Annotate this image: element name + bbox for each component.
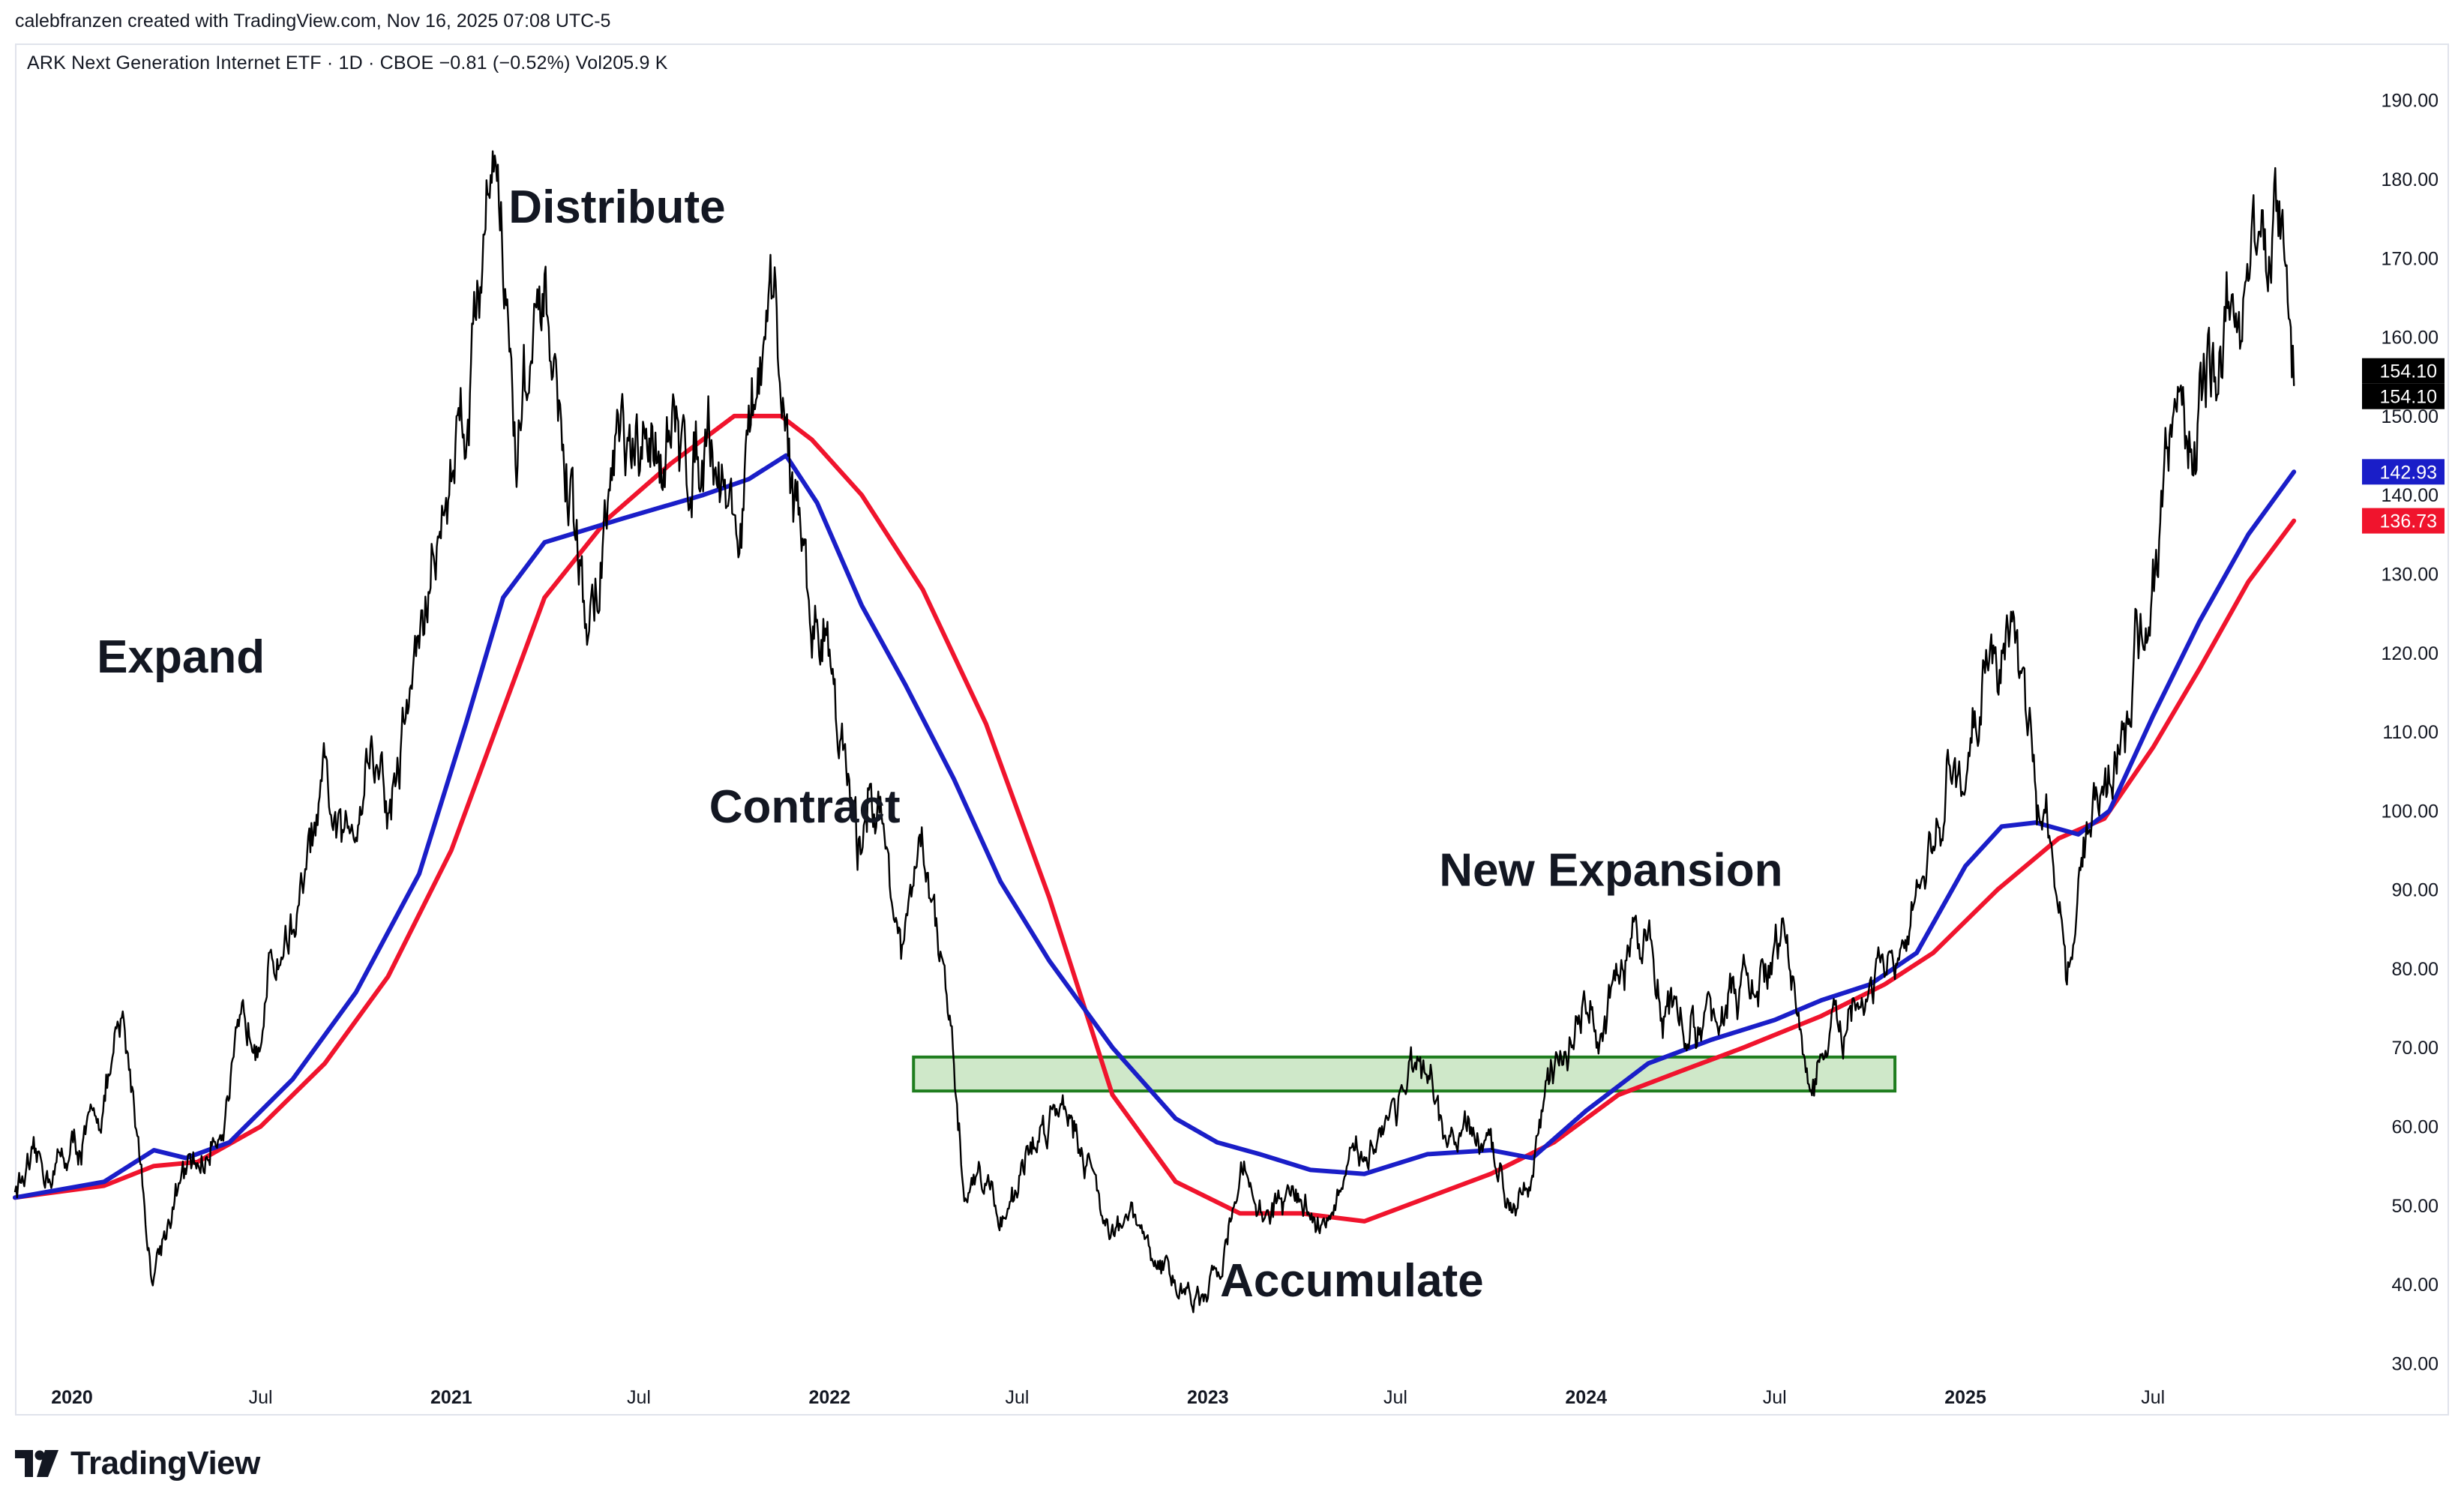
moving-average-blue-line [13,453,2297,1200]
annotation-label: Contract [709,781,901,833]
annotation-label: Expand [97,631,265,683]
y-axis-tick-label: 80.00 [2391,959,2439,980]
y-axis-tick-label: 150.00 [2382,406,2439,427]
x-axis-tick-label: 2021 [430,1387,472,1408]
y-axis-tick-label: 70.00 [2391,1038,2439,1059]
y-axis-tick-label: 120.00 [2382,643,2439,664]
moving-average-red-line [13,413,2297,1224]
x-axis-tick-label: Jul [2141,1387,2165,1408]
x-axis-tick-label: Jul [249,1387,273,1408]
price-line [13,150,2295,1314]
x-axis-tick-label: 2025 [1944,1387,1986,1408]
y-axis-tick-label: 60.00 [2391,1117,2439,1138]
blue-ma-tag-box [2362,459,2445,485]
close-price-tag-box [2362,383,2445,409]
x-axis-tick-label: 2023 [1187,1387,1229,1408]
y-axis-tick-label: 100.00 [2382,801,2439,822]
y-axis-tick-label: 50.00 [2391,1196,2439,1217]
y-axis-tick-label: 130.00 [2382,564,2439,585]
x-axis-tick-label: Jul [1383,1387,1407,1408]
x-axis-tick-label: Jul [1763,1387,1787,1408]
x-axis[interactable]: 2020 Jul 2021 Jul 2022 Jul 2023 Jul 2024 Jul 2025 J… [51,1387,2165,1408]
chart-author-credit: calebfranzen created with TradingView.co… [15,10,611,31]
annotation-layer: Expand Distribute Contract New Expansion Acc… [97,181,1782,1307]
y-axis-tick-label: 190.00 [2382,91,2439,112]
red-ma-tag-label: 136.73 [2380,511,2437,532]
symbol-info-line[interactable]: ARK Next Generation Internet ETF · 1D · … [27,52,668,73]
tradingview-logo[interactable]: TradingView [15,1441,260,1486]
x-axis-tick-label: 2022 [809,1387,851,1408]
x-axis-tick-label: 2024 [1565,1387,1607,1408]
last-price-tag-label: 154.10 [2380,361,2437,382]
support-zone-box [912,1055,1897,1093]
y-axis-tick-label: 40.00 [2391,1275,2439,1296]
annotation-label: Accumulate [1220,1255,1483,1307]
red-ma-tag-box [2362,508,2445,534]
close-price-tag-label: 154.10 [2380,387,2437,408]
y-axis-tick-label: 160.00 [2382,328,2439,349]
y-axis-tick-label: 110.00 [2382,722,2439,743]
x-axis-tick-label: 2020 [51,1387,93,1408]
x-axis-tick-label: Jul [627,1387,651,1408]
annotation-label: Distribute [508,181,725,233]
y-axis-tick-label: 30.00 [2391,1353,2439,1374]
x-axis-tick-label: Jul [1005,1387,1029,1408]
tradingview-wordmark: TradingView [70,1445,260,1482]
blue-ma-tag-label: 142.93 [2380,462,2437,483]
y-axis-tick-label: 180.00 [2382,169,2439,190]
annotation-label: New Expansion [1439,844,1782,896]
price-tags: 154.10 154.10 142.93 136.73 [2362,358,2445,534]
y-axis-tick-label: 90.00 [2391,880,2439,901]
last-price-tag-box [2362,358,2445,384]
y-axis[interactable]: 30.00 40.00 50.00 60.00 70.00 80.00 90.00 100.0… [2382,91,2439,1375]
chart-frame [15,43,2449,1416]
support-zone-layer [912,1055,1897,1093]
series-layer [13,150,2297,1314]
y-axis-tick-label: 140.00 [2382,485,2439,506]
tradingview-logo-icon [15,1449,61,1479]
y-axis-tick-label: 170.00 [2382,248,2439,269]
